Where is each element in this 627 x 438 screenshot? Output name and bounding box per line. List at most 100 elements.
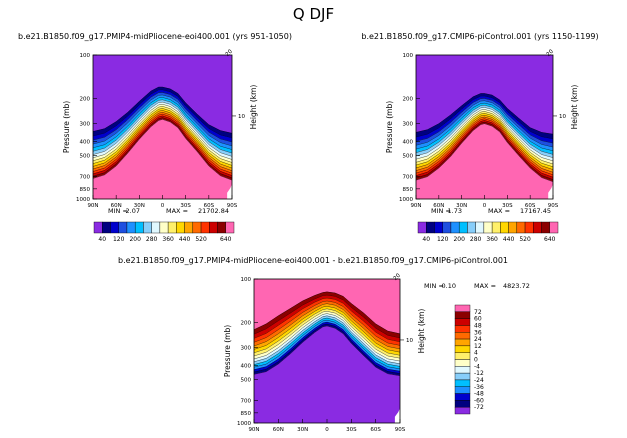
colorbar-box [192, 221, 202, 234]
x-tick-label: 60N [273, 427, 284, 433]
colorbar-box [184, 221, 194, 234]
y-tick-label: 1000 [76, 197, 90, 203]
colorbar-box [454, 311, 471, 319]
colorbar-box [454, 366, 471, 374]
height-tick-label: 10 [559, 114, 566, 120]
max-value: 17167.45 [520, 207, 551, 215]
contour-line [93, 104, 232, 160]
colorbar-box [167, 221, 177, 234]
y-tick-label: 200 [80, 96, 91, 102]
colorbar: 40 120 200 280 360 440 520 640 [417, 221, 559, 243]
min-label: MIN = [431, 207, 451, 215]
colorbar-box [454, 352, 471, 360]
contour-line [254, 297, 400, 342]
y-tick-label: 400 [403, 140, 414, 146]
contour-line [93, 106, 232, 163]
colorbar-box [434, 221, 443, 234]
colorbar-label: -72 [474, 404, 484, 411]
contour-line [254, 315, 400, 364]
colorbar-box [426, 221, 435, 234]
colorbar-box [454, 386, 471, 394]
colorbar-box [454, 345, 471, 353]
x-tick-label: 30N [456, 203, 467, 209]
y-tick-label: 850 [80, 187, 91, 193]
chart-panel-3: b.e21.B1850.f09_g17.PMIP4-midPliocene-eo… [118, 256, 530, 433]
colorbar-label: 280 [146, 236, 158, 243]
colorbar: 40 120 200 280 360 440 520 640 [93, 221, 235, 243]
colorbar-label: 360 [486, 236, 498, 243]
height-tick-label: 10 [406, 338, 413, 344]
colorbar-label: 520 [519, 236, 531, 243]
contour-line [254, 325, 400, 376]
y-tick-label: 300 [241, 346, 252, 352]
x-tick-label: 30S [346, 427, 357, 433]
colorbar-box [491, 221, 501, 234]
contour-line [416, 115, 553, 170]
colorbar-box [126, 221, 136, 234]
min-label: MIN = [108, 207, 128, 215]
y-tick-label: 1000 [237, 421, 251, 427]
contour-line [416, 98, 553, 144]
contour-line [93, 108, 232, 166]
contour-line [416, 93, 553, 135]
colorbar-label: 40 [98, 236, 106, 243]
contour-line [416, 102, 553, 151]
y-tick-label: 400 [80, 140, 91, 146]
min-value: 0.10 [442, 282, 456, 290]
max-value: 4823.72 [503, 282, 530, 290]
contour-line [254, 319, 400, 370]
contour-line [93, 110, 232, 169]
colorbar-box [524, 221, 534, 234]
contour-line [93, 89, 232, 138]
colorbar-box [417, 221, 427, 234]
contour-line [254, 311, 400, 359]
colorbar-box [467, 221, 476, 234]
contour-line [93, 113, 232, 174]
colorbar-box [143, 221, 152, 234]
x-tick-label: 0 [161, 203, 165, 209]
contour-line [254, 291, 400, 334]
x-tick-label: 60S [525, 203, 536, 209]
colorbar-box [508, 221, 518, 234]
colorbar-label: 440 [179, 236, 191, 243]
max-label: MAX = [166, 207, 188, 215]
colorbar-box [209, 221, 218, 234]
colorbar-box [442, 221, 452, 234]
colorbar-label: -48 [474, 391, 484, 398]
x-tick-label: 0 [325, 427, 329, 433]
panel-title: b.e21.B1850.f09_g17.PMIP4-midPliocene-eo… [118, 256, 508, 265]
contour-line [416, 116, 553, 173]
colorbar-box [454, 406, 471, 415]
colorbar-box [541, 221, 550, 234]
y-axis-label-right: Height (km) [417, 309, 426, 354]
contour-line [416, 109, 553, 162]
colorbar-label: -12 [474, 370, 484, 377]
panel-title: b.e21.B1850.f09_g17.PMIP4-midPliocene-eo… [18, 32, 292, 41]
contour-line [93, 101, 232, 157]
x-tick-label: 90N [248, 427, 259, 433]
plot-area [416, 55, 553, 199]
colorbar-label: 60 [474, 316, 482, 323]
y-tick-label: 300 [403, 122, 414, 128]
contour-line [416, 120, 553, 178]
colorbar-label: 120 [113, 236, 125, 243]
contour-line [416, 111, 553, 165]
contour-line [93, 86, 232, 134]
y-axis-label: Pressure (mb) [223, 325, 232, 377]
colorbar-box [475, 221, 485, 234]
contour-line [254, 313, 400, 362]
colorbar-box [151, 221, 161, 234]
contour-line [416, 118, 553, 175]
surface-mask [548, 184, 553, 199]
colorbar-box [454, 304, 471, 313]
colorbar-box [93, 221, 103, 234]
y-tick-label: 700 [80, 175, 91, 181]
x-tick-label: 90S [548, 203, 559, 209]
contour-line [254, 294, 400, 339]
y-tick-label: 200 [241, 320, 252, 326]
colorbar-box [500, 221, 509, 234]
colorbar-label: 360 [162, 236, 174, 243]
colorbar-label: 48 [474, 322, 482, 329]
colorbar-label: 440 [503, 236, 515, 243]
